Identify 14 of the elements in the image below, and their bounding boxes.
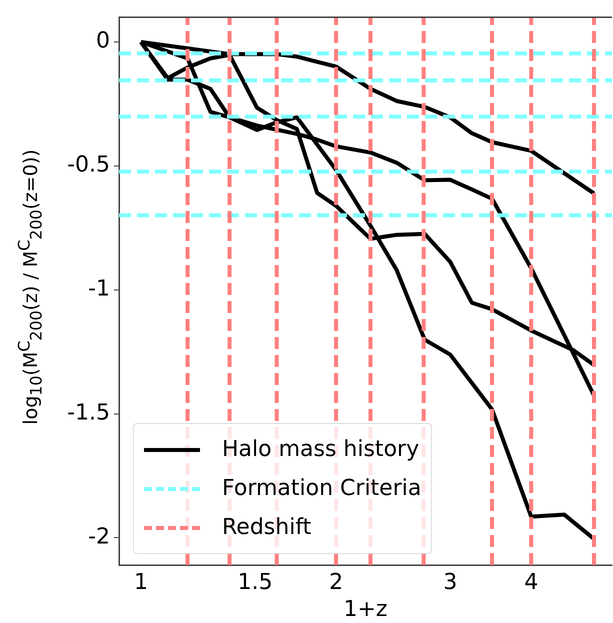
- y-tick-label: 0: [96, 28, 110, 54]
- x-tick-label: 2: [329, 570, 344, 595]
- y-tick-label: -0.5: [67, 152, 110, 178]
- y-tick-label: -2: [88, 524, 110, 550]
- legend-label: Halo mass history: [222, 437, 420, 462]
- x-axis-title: 1+z: [342, 597, 388, 623]
- ref-line-label: Redshift: [222, 515, 312, 540]
- legend-label: Formation Criteria: [222, 476, 422, 501]
- x-tick-label: 3: [443, 570, 458, 595]
- x-tick-label: 1.5: [238, 570, 273, 595]
- x-tick-label: 4: [524, 570, 538, 595]
- y-tick-label: -1: [88, 276, 110, 302]
- x-tick-label: 1: [134, 570, 148, 595]
- y-tick-label: -1.5: [67, 400, 110, 426]
